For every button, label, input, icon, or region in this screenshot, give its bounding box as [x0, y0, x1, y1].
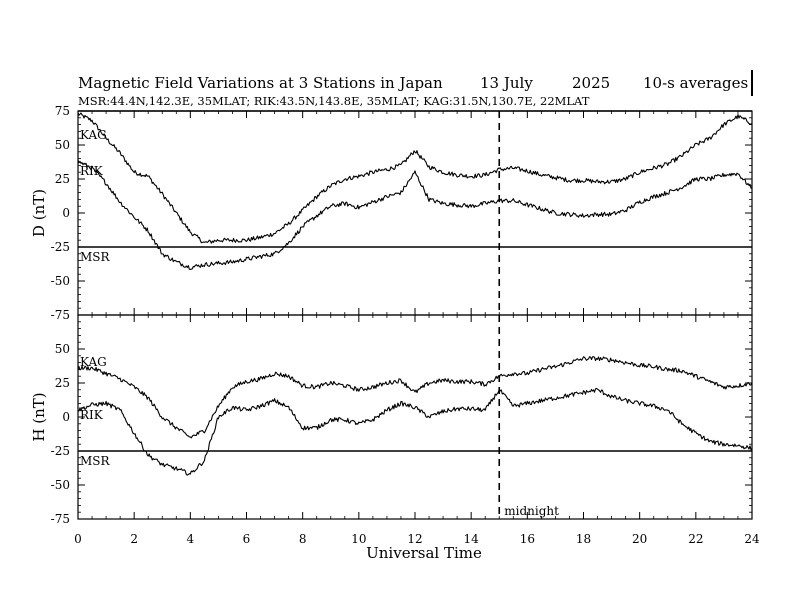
h-label-msr: MSR — [80, 454, 111, 468]
chart-year: 2025 — [572, 74, 610, 92]
d-y-tick-label: 75 — [55, 104, 70, 118]
h-series-rik — [77, 387, 753, 476]
x-tick-label: 2 — [130, 532, 138, 546]
h-label-rik: RIK — [80, 408, 104, 422]
h-y-tick-label: -75 — [51, 512, 70, 526]
h-y-tick-label: -50 — [51, 478, 70, 492]
h-y-tick-label: 0 — [62, 410, 70, 424]
x-tick-label: 18 — [576, 532, 591, 546]
h-y-tick-label: -25 — [51, 444, 70, 458]
d-y-tick-label: 25 — [55, 172, 70, 186]
x-tick-label: 16 — [520, 532, 535, 546]
d-y-tick-label: 0 — [62, 206, 70, 220]
x-tick-label: 20 — [632, 532, 647, 546]
x-tick-label: 12 — [407, 532, 422, 546]
h-series-kag — [77, 356, 753, 439]
x-tick-label: 10 — [351, 532, 366, 546]
chart-subtitle: MSR:44.4N,142.3E, 35MLAT; RIK:43.5N,143.… — [78, 94, 590, 108]
chart-title: Magnetic Field Variations at 3 Stations … — [78, 74, 443, 92]
d-y-tick-label: -50 — [51, 274, 70, 288]
d-label-rik: RIK — [80, 164, 104, 178]
chart-averaging: 10-s averages — [643, 74, 748, 92]
h-label-kag: KAG — [80, 355, 107, 369]
h-y-tick-label: 25 — [55, 376, 70, 390]
chart-date: 13 July — [480, 74, 533, 92]
d-label-kag: KAG — [80, 128, 107, 142]
h-y-tick-label: 50 — [55, 342, 70, 356]
x-tick-label: 0 — [74, 532, 82, 546]
midnight-label: midnight — [504, 504, 559, 518]
x-tick-label: 4 — [187, 532, 195, 546]
x-axis-title: Universal Time — [366, 544, 482, 562]
x-tick-label: 14 — [464, 532, 480, 546]
x-tick-label: 8 — [299, 532, 307, 546]
x-tick-label: 6 — [243, 532, 251, 546]
d-y-tick-label: -25 — [51, 240, 70, 254]
x-tick-label: 24 — [744, 532, 760, 546]
d-series-kag — [77, 112, 753, 244]
d-series-rik — [77, 159, 753, 271]
d-y-tick-label: -75 — [51, 308, 70, 322]
x-tick-label: 22 — [688, 532, 703, 546]
d-label-msr: MSR — [80, 250, 111, 264]
d-y-tick-label: 50 — [55, 138, 70, 152]
h-axis-title: H (nT) — [30, 392, 48, 441]
d-axis-title: D (nT) — [30, 189, 48, 237]
